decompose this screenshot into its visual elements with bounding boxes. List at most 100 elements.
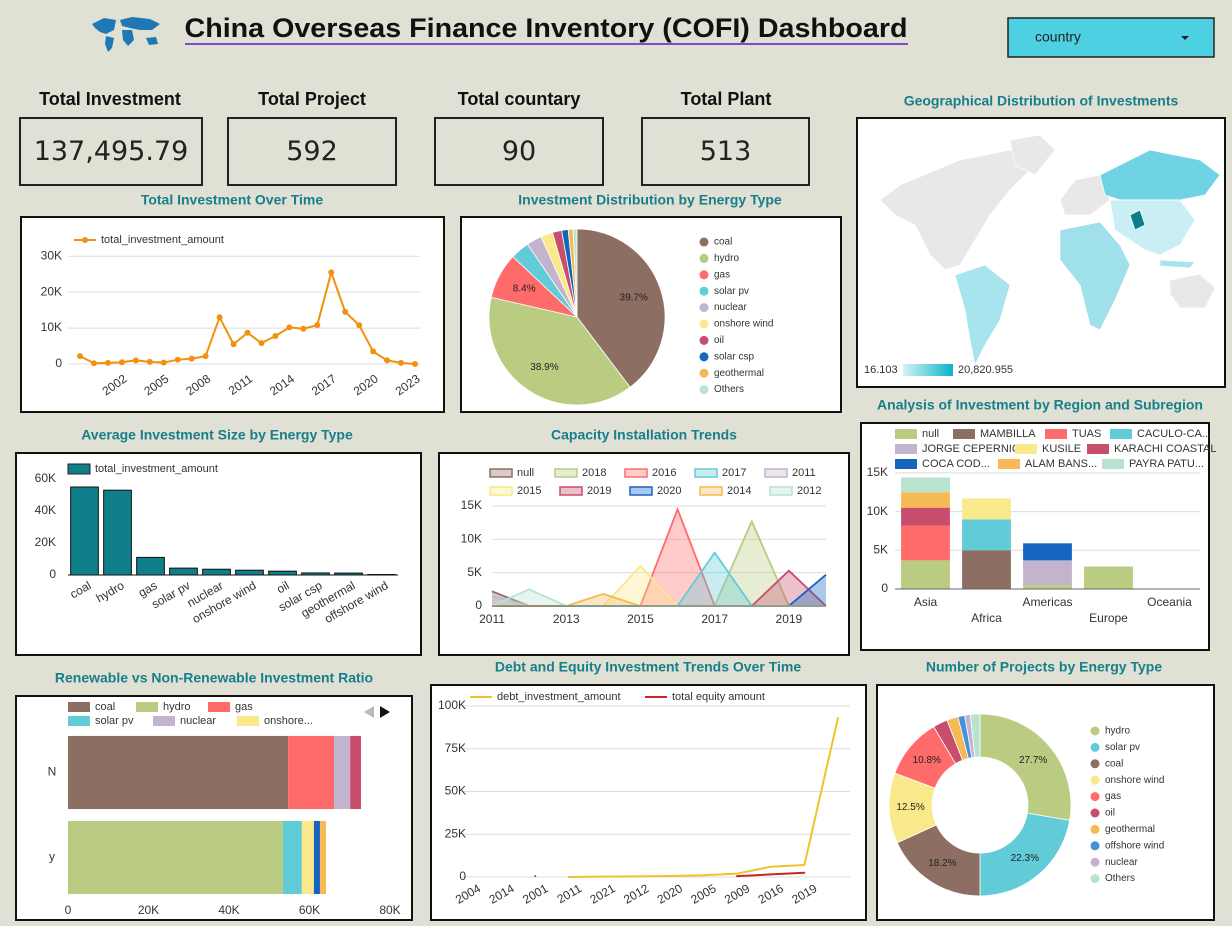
y-tick-label: 15K [867, 465, 888, 479]
legend-label: null [922, 428, 939, 440]
bar-segment [68, 820, 283, 895]
legend-swatch [953, 429, 975, 439]
point [216, 314, 223, 321]
legend-label: 2018 [582, 467, 606, 479]
legend-label: debt_investment_amount [497, 691, 621, 703]
legend-swatch [629, 486, 653, 496]
legend-swatch [1090, 775, 1100, 785]
dropdown-box[interactable] [1007, 17, 1215, 58]
legend-label: solar pv [95, 715, 134, 727]
chart-title: Analysis of Investment by Region and Sub… [877, 397, 1203, 413]
legend-swatch [489, 468, 513, 478]
bar-segment [282, 820, 302, 895]
bar-segment [901, 492, 950, 508]
panel [20, 216, 445, 413]
dropdown-label[interactable]: country [1035, 29, 1081, 45]
bar-segment [1023, 560, 1072, 586]
legend-label: COCA COD... [922, 458, 990, 470]
x-tick-label: 0 [65, 903, 72, 917]
legend-label: solar csp [714, 351, 754, 362]
kpi-value: 513 [700, 136, 752, 167]
country [954, 264, 1011, 367]
country [1109, 199, 1196, 256]
point [174, 356, 181, 363]
legend-label: 2012 [797, 485, 821, 497]
slice [576, 228, 666, 388]
slice [979, 713, 1072, 821]
legend-swatch [699, 270, 709, 280]
legend-swatch [699, 368, 709, 378]
legend-swatch [68, 702, 90, 712]
x-tick-label: 60K [299, 903, 320, 917]
slice-label: 38.9% [530, 362, 558, 373]
bar [268, 570, 297, 576]
legend-label: nuclear [714, 302, 747, 313]
chart-title: Number of Projects by Energy Type [926, 659, 1162, 675]
country [1009, 134, 1056, 176]
y-tick-label: 50K [445, 784, 466, 798]
bar-segment [1023, 585, 1072, 589]
y-tick-label: 25K [445, 826, 466, 840]
dropdown-caret[interactable] [1181, 36, 1189, 40]
legend-label: onshore... [264, 715, 313, 727]
point [146, 358, 153, 365]
x-tick-label: 2011 [479, 612, 505, 626]
legend-swatch [1090, 874, 1100, 884]
legend-marker [82, 237, 88, 243]
point [132, 357, 139, 364]
chart-title: Total Investment Over Time [141, 192, 324, 208]
point [272, 332, 279, 339]
legend-prev[interactable] [364, 706, 374, 718]
country [1129, 209, 1146, 231]
bar-segment [319, 820, 327, 895]
legend-label: hydro [163, 701, 191, 713]
legend-label: gas [235, 701, 253, 713]
x-tick-label: Oceania [1147, 595, 1192, 609]
legend-swatch [1110, 429, 1132, 439]
point [188, 355, 195, 362]
point [160, 359, 167, 366]
legend-next[interactable] [380, 706, 390, 718]
y-tick-label: 10K [867, 504, 888, 518]
bar [103, 489, 132, 576]
legend-label: onshore wind [1105, 775, 1164, 786]
point [77, 353, 83, 360]
legend-swatch [699, 319, 709, 329]
legend-swatch [67, 463, 91, 475]
bar-segment [313, 820, 320, 895]
point [384, 357, 391, 364]
legend-swatch [699, 335, 709, 345]
bar-segment [962, 498, 1011, 520]
legend-swatch [1090, 726, 1100, 736]
chart-title: Investment Distribution by Energy Type [518, 192, 782, 208]
point [314, 322, 321, 329]
legend-swatch [699, 286, 709, 296]
point [118, 359, 125, 366]
legend-swatch [1090, 742, 1100, 752]
legend-label: coal [1105, 758, 1123, 769]
kpi-box [227, 117, 397, 186]
legend-label: Others [714, 384, 744, 395]
point [104, 359, 111, 366]
kpi-label: Total Project [258, 89, 366, 109]
legend-label: total_investment_amount [95, 463, 218, 475]
country-dropdown[interactable]: country [1007, 17, 1215, 58]
kpi-label: Total countary [458, 89, 581, 109]
legend-label: nuclear [1105, 857, 1138, 868]
country [1159, 259, 1196, 269]
legend-swatch [554, 468, 578, 478]
y-tick-label: 0 [49, 567, 56, 581]
kpi-value: 90 [502, 136, 536, 167]
legend-swatch [699, 486, 723, 496]
scale-min-label: 16.103 [864, 364, 898, 376]
legend-swatch [68, 716, 90, 726]
legend-label: coal [714, 237, 732, 248]
point [244, 329, 251, 336]
legend-label: oil [714, 335, 724, 346]
scale-max-label: 20,820.955 [958, 364, 1013, 376]
point [328, 269, 335, 276]
x-tick-label: 2019 [776, 612, 803, 626]
legend-swatch [694, 468, 718, 478]
kpi-box [434, 117, 604, 186]
kpi-box [19, 117, 203, 186]
